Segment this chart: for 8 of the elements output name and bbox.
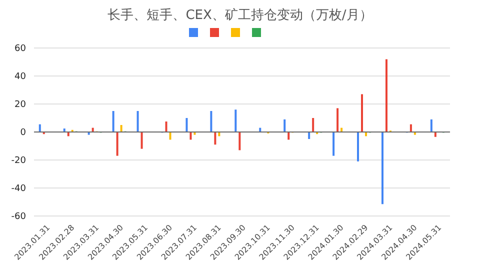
y-tick-label: 60	[14, 44, 26, 54]
y-tick-label: 40	[14, 72, 26, 82]
y-tick-label: -20	[11, 156, 26, 166]
y-tick-label: -60	[11, 212, 26, 222]
y-tick-label: 0	[20, 128, 26, 138]
y-tick-label: 20	[14, 100, 26, 110]
y-tick-label: -40	[11, 184, 26, 194]
chart-title: 长手、短手、CEX、矿工持仓变动（万枚/月）	[106, 7, 374, 24]
